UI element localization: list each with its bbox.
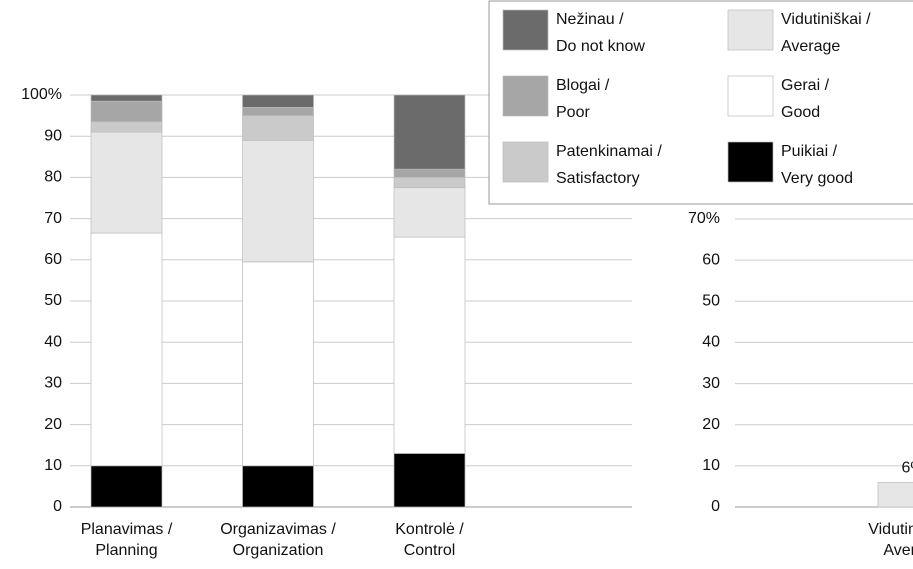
y-tick-label: 20 xyxy=(702,416,720,433)
legend-label: Average xyxy=(781,38,840,55)
y-tick-label: 40 xyxy=(702,334,720,351)
legend-label: Satisfactory xyxy=(556,170,640,187)
legend-label: Very good xyxy=(781,170,853,187)
legend-swatch xyxy=(502,9,549,51)
x-tick-label: Kontrolė / xyxy=(395,521,464,538)
y-tick-label: 80 xyxy=(44,169,62,186)
bar-segment xyxy=(393,168,466,178)
bar-segment xyxy=(242,115,314,141)
bar-segment xyxy=(242,94,314,108)
y-tick-label: 70 xyxy=(44,210,62,227)
bar xyxy=(877,481,913,508)
bar-segment xyxy=(393,187,466,238)
legend-label: Blogai / xyxy=(556,77,610,94)
legend-label: Patenkinamai / xyxy=(556,143,662,160)
x-tick-label: Organizavimas / xyxy=(220,521,336,538)
legend-label: Poor xyxy=(556,104,590,121)
legend-label: Gerai / xyxy=(781,77,830,94)
x-tick-label: Control xyxy=(404,542,456,559)
x-tick-label: Planning xyxy=(95,542,157,559)
bar-segment xyxy=(90,232,163,467)
y-tick-label: 100% xyxy=(21,86,62,103)
legend-label: Puikiai / xyxy=(781,143,838,160)
y-tick-label: 60 xyxy=(44,251,62,268)
bar-segment xyxy=(242,465,314,508)
y-tick-label: 50 xyxy=(702,293,720,310)
y-tick-label: 30 xyxy=(44,375,62,392)
bar-segment xyxy=(90,121,163,133)
legend-swatch xyxy=(727,75,774,117)
legend-swatch xyxy=(727,9,774,51)
legend-swatch xyxy=(502,75,549,117)
y-tick-label: 90 xyxy=(44,127,62,144)
legend-swatch xyxy=(727,141,774,183)
bar-segment xyxy=(90,94,163,102)
bar-segment xyxy=(393,453,466,508)
bar-segment xyxy=(393,94,466,170)
x-tick-label: Average xyxy=(883,542,913,559)
y-tick-label: 30 xyxy=(702,375,720,392)
y-tick-label: 60 xyxy=(702,251,720,268)
bar-segment xyxy=(90,100,163,123)
bar-segment xyxy=(90,131,163,234)
x-tick-label: Vidutiniškai / xyxy=(868,521,913,538)
y-tick-label: 10 xyxy=(44,457,62,474)
bar-segment xyxy=(242,261,314,467)
legend-label: Nežinau / xyxy=(556,11,624,28)
bar-segment xyxy=(242,139,314,263)
x-tick-label: Planavimas / xyxy=(81,521,173,538)
legend-swatch xyxy=(502,141,549,183)
legend-box xyxy=(488,0,913,205)
y-tick-label: 70% xyxy=(688,210,720,227)
y-tick-label: 20 xyxy=(44,416,62,433)
y-tick-label: 10 xyxy=(702,457,720,474)
bar-segment xyxy=(393,236,466,454)
y-tick-label: 0 xyxy=(711,498,720,515)
legend-label: Vidutiniškai / xyxy=(781,11,871,28)
bar-segment xyxy=(242,107,314,116)
legend-label: Do not know xyxy=(556,38,645,55)
x-tick-label: Organization xyxy=(233,542,324,559)
y-tick-label: 50 xyxy=(44,292,62,309)
y-tick-label: 0 xyxy=(53,498,62,515)
legend-label: Good xyxy=(781,104,820,121)
y-tick-label: 40 xyxy=(44,333,62,350)
value-label: 6% xyxy=(901,460,913,477)
bar-segment xyxy=(393,177,466,189)
bar-segment xyxy=(90,465,163,508)
